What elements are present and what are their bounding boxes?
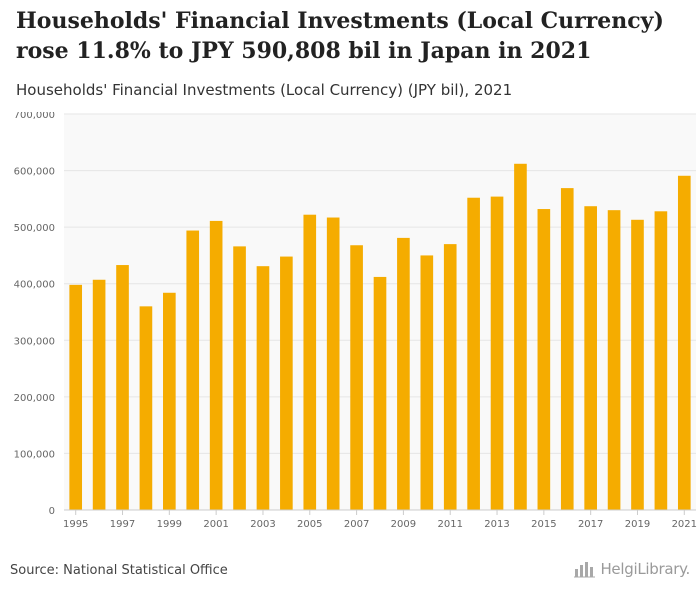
x-tick-label: 1999 <box>157 519 182 530</box>
y-tick-label: 700,000 <box>14 112 55 121</box>
x-tick-label: 2021 <box>672 519 697 530</box>
x-tick-label: 2005 <box>297 519 322 530</box>
bar-1999 <box>163 292 176 510</box>
bar-2019 <box>631 219 644 510</box>
x-tick-label: 2001 <box>203 519 228 530</box>
bar-2018 <box>607 210 621 510</box>
bar-chart-icon <box>574 562 596 578</box>
chart-title: Households' Financial Investments (Local… <box>16 8 664 64</box>
y-tick-label: 400,000 <box>14 280 55 291</box>
bar-2021 <box>677 175 691 510</box>
bar-1995 <box>69 284 83 510</box>
bar-2005 <box>303 214 317 510</box>
bar-2008 <box>373 276 387 510</box>
bar-1996 <box>92 279 106 510</box>
source-note: Source: National Statistical Office <box>10 563 228 578</box>
x-tick-label: 2017 <box>578 519 603 530</box>
bar-2000 <box>186 230 200 510</box>
bar-2020 <box>654 211 668 510</box>
bar-2017 <box>584 206 597 510</box>
bar-2010 <box>420 255 434 510</box>
x-tick-label: 1997 <box>110 519 135 530</box>
bar-2006 <box>326 217 340 511</box>
y-tick-label: 100,000 <box>14 449 55 460</box>
bar-2016 <box>560 188 574 510</box>
bar-1998 <box>139 306 153 510</box>
bar-2015 <box>537 209 551 510</box>
bar-2014 <box>514 163 527 511</box>
x-tick-label: 2009 <box>391 519 416 530</box>
x-tick-label: 1995 <box>63 519 88 530</box>
bar-2011 <box>443 244 457 510</box>
bar-2001 <box>209 220 223 511</box>
brand-name: HelgiLibrary. <box>600 560 690 578</box>
x-tick-label: 2013 <box>484 519 509 530</box>
x-tick-label: 2015 <box>531 519 556 530</box>
bar-chart: 0 100,000 200,000 300,000 400,000 500,000 600,… <box>14 112 697 530</box>
y-tick-label: 200,000 <box>14 393 55 404</box>
brand-logo[interactable]: HelgiLibrary. <box>574 560 690 578</box>
y-tick-label: 0 <box>49 506 55 517</box>
y-tick-label: 300,000 <box>14 336 55 347</box>
y-tick-label: 500,000 <box>14 223 55 234</box>
bar-2007 <box>350 245 363 510</box>
bar-2013 <box>490 196 504 510</box>
x-tick-label: 2003 <box>250 519 275 530</box>
bar-2004 <box>280 256 293 510</box>
bar-2009 <box>397 237 410 510</box>
x-tick-label: 2007 <box>344 519 369 530</box>
chart-subtitle: Households' Financial Investments (Local… <box>16 81 513 99</box>
bar-1997 <box>116 265 129 510</box>
y-tick-label: 600,000 <box>14 167 55 178</box>
x-tick-label: 2019 <box>625 519 650 530</box>
bar-2012 <box>467 197 480 510</box>
bar-2003 <box>256 266 270 510</box>
bar-2002 <box>233 246 246 510</box>
x-tick-label: 2011 <box>437 519 462 530</box>
